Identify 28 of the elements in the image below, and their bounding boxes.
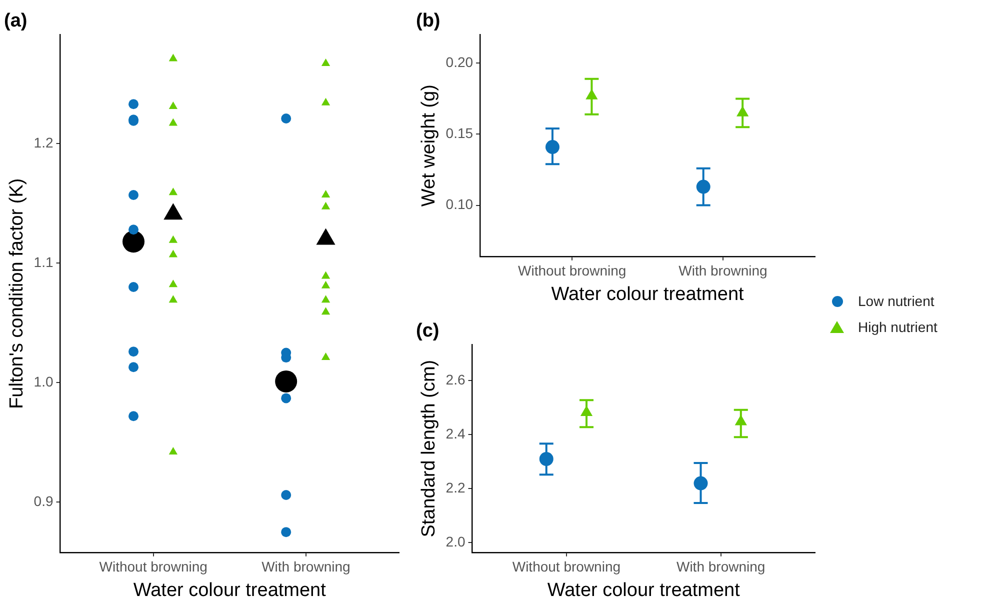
y-axis-title: Wet weight (g) [418,84,440,207]
y-tick-label: 0.9 [34,493,54,510]
legend-label: Low nutrient [858,293,934,309]
y-tick-label: 1.0 [34,374,54,390]
x-axis-title: Water colour treatment [547,580,741,601]
y-tick-label: 2.6 [446,372,466,388]
chart-title: (c) [416,320,440,342]
y-tick-label: 2.2 [446,480,466,496]
y-tick-label: 0.10 [446,196,474,212]
x-tick-label: With browning [678,262,768,279]
x-tick-label: With browning [676,558,766,575]
y-axis-title: Standard length (cm) [418,360,440,538]
x-axis-title: Water colour treatment [551,284,745,305]
legend-label: High nutrient [858,319,938,335]
y-tick-label: 2.0 [446,534,466,550]
x-axis-title: Water colour treatment [133,580,327,601]
y-axis-title: Fulton's condition factor (K) [6,178,28,409]
y-tick-label: 0.15 [446,125,474,142]
y-tick-label: 0.20 [446,54,474,70]
y-tick-label: 1.2 [34,134,54,150]
x-tick-label: Without browning [99,558,208,575]
y-tick-label: 2.4 [446,426,466,442]
y-tick-label: 1.1 [34,254,54,270]
x-tick-label: Without browning [518,262,626,279]
chart-title: (a) [4,10,28,32]
x-tick-label: With browning [262,558,350,575]
chart-title: (b) [416,10,440,32]
x-tick-label: Without browning [512,558,621,575]
